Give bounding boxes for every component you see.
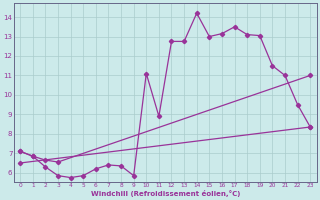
X-axis label: Windchill (Refroidissement éolien,°C): Windchill (Refroidissement éolien,°C) [91, 190, 240, 197]
